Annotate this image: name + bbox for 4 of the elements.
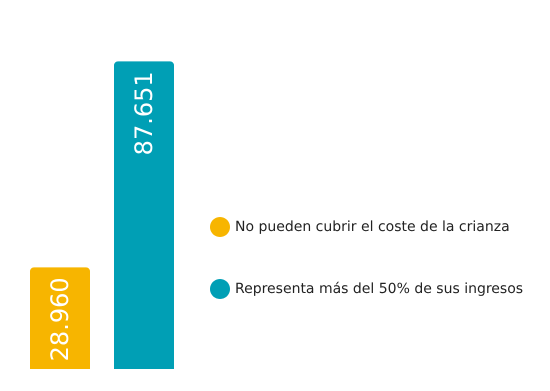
legend-label: No pueden cubrir el coste de la crianza: [235, 219, 510, 235]
data-label: 87.651: [130, 71, 158, 156]
data-label: 28.960: [46, 277, 74, 362]
legend-label: Representa más del 50% de sus ingresos: [235, 281, 524, 297]
